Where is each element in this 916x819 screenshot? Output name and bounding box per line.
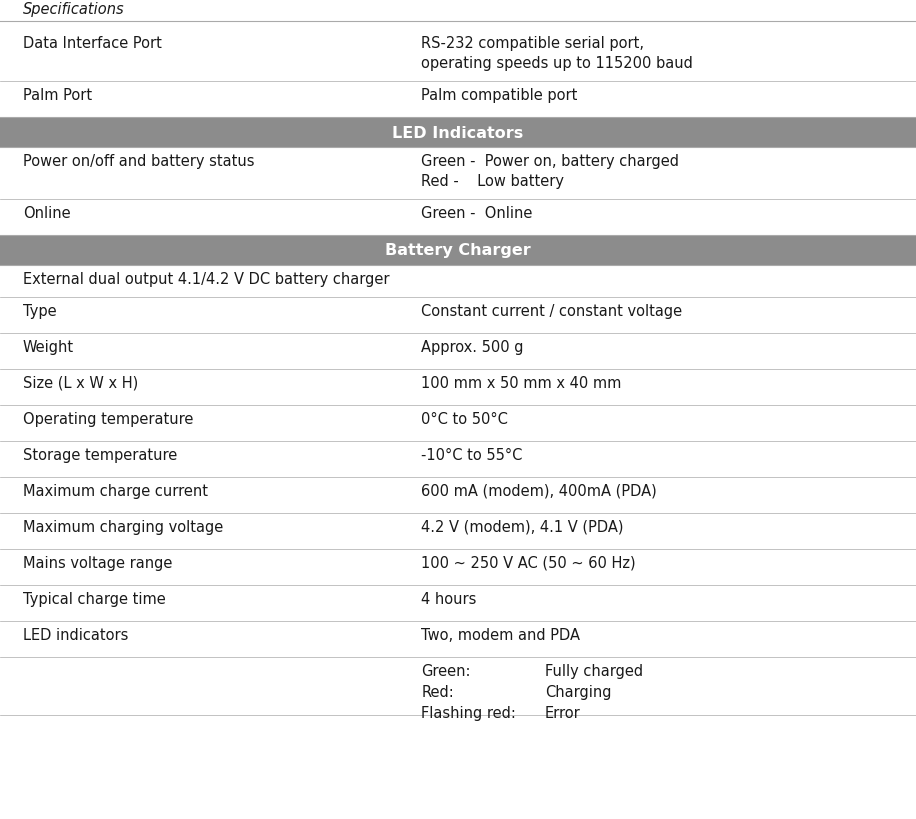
Text: Battery Charger: Battery Charger bbox=[385, 243, 531, 258]
Text: External dual output 4.1/4.2 V DC battery charger: External dual output 4.1/4.2 V DC batter… bbox=[23, 272, 389, 287]
Text: Weight: Weight bbox=[23, 340, 74, 355]
Text: Typical charge time: Typical charge time bbox=[23, 591, 166, 606]
Text: Maximum charge current: Maximum charge current bbox=[23, 483, 208, 499]
Text: Fully charged
Charging
Error: Fully charged Charging Error bbox=[545, 663, 643, 720]
Text: 100 ~ 250 V AC (50 ~ 60 Hz): 100 ~ 250 V AC (50 ~ 60 Hz) bbox=[421, 555, 636, 570]
Text: 4 hours: 4 hours bbox=[421, 591, 476, 606]
Text: Size (L x W x H): Size (L x W x H) bbox=[23, 376, 138, 391]
Text: Online: Online bbox=[23, 206, 71, 221]
Text: Power on/off and battery status: Power on/off and battery status bbox=[23, 154, 255, 169]
Text: Mains voltage range: Mains voltage range bbox=[23, 555, 172, 570]
Text: RS-232 compatible serial port,
operating speeds up to 115200 baud: RS-232 compatible serial port, operating… bbox=[421, 36, 693, 70]
Text: 4.2 V (modem), 4.1 V (PDA): 4.2 V (modem), 4.1 V (PDA) bbox=[421, 519, 624, 534]
Text: 100 mm x 50 mm x 40 mm: 100 mm x 50 mm x 40 mm bbox=[421, 376, 622, 391]
Text: Data Interface Port: Data Interface Port bbox=[23, 36, 162, 51]
Text: Approx. 500 g: Approx. 500 g bbox=[421, 340, 524, 355]
Bar bbox=[0, 236, 916, 265]
Text: Two, modem and PDA: Two, modem and PDA bbox=[421, 627, 581, 642]
Text: Type: Type bbox=[23, 304, 57, 319]
Text: Operating temperature: Operating temperature bbox=[23, 411, 193, 427]
Text: Green -  Online: Green - Online bbox=[421, 206, 533, 221]
Text: 0°C to 50°C: 0°C to 50°C bbox=[421, 411, 508, 427]
Text: LED indicators: LED indicators bbox=[23, 627, 128, 642]
Text: 600 mA (modem), 400mA (PDA): 600 mA (modem), 400mA (PDA) bbox=[421, 483, 657, 499]
Text: Green -  Power on, battery charged
Red -    Low battery: Green - Power on, battery charged Red - … bbox=[421, 154, 680, 188]
Text: Constant current / constant voltage: Constant current / constant voltage bbox=[421, 304, 682, 319]
Bar bbox=[0, 118, 916, 147]
Text: Maximum charging voltage: Maximum charging voltage bbox=[23, 519, 224, 534]
Text: LED Indicators: LED Indicators bbox=[392, 125, 524, 140]
Text: Specifications: Specifications bbox=[23, 2, 125, 17]
Text: Storage temperature: Storage temperature bbox=[23, 447, 177, 463]
Text: Green:
Red:
Flashing red:: Green: Red: Flashing red: bbox=[421, 663, 517, 720]
Text: Palm Port: Palm Port bbox=[23, 88, 92, 103]
Text: -10°C to 55°C: -10°C to 55°C bbox=[421, 447, 523, 463]
Text: Palm compatible port: Palm compatible port bbox=[421, 88, 578, 103]
